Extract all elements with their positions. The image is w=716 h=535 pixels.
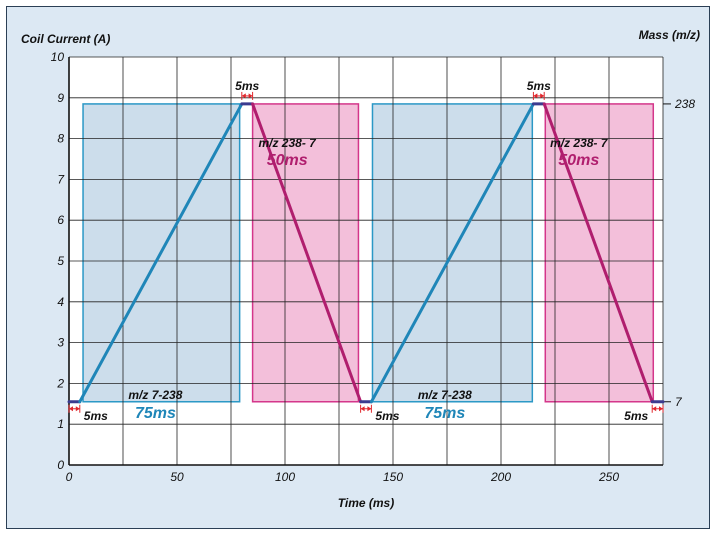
y-tick-label-5: 5: [57, 254, 64, 268]
waveform-segment-7: [542, 102, 654, 404]
y-tick-label-2: 2: [56, 376, 64, 390]
x-tick-label-0: 0: [66, 470, 73, 484]
annotation-up-label-5: m/z 7-238: [128, 388, 182, 402]
annotation-down-time-8: 50ms: [267, 152, 308, 169]
dwell-label-1: 5ms: [235, 79, 259, 93]
annotation-up-label-9: m/z 7-238: [418, 388, 472, 402]
y-tick-label-4: 4: [57, 295, 64, 309]
annotation-down-label-11: m/z 238- 7: [550, 136, 609, 150]
y-tick-label-7: 7: [57, 172, 65, 186]
dwell-label-4: 5ms: [624, 409, 648, 423]
y2-axis-label: Mass (m/z): [639, 28, 700, 42]
annotation-down-label-7: m/z 238- 7: [258, 136, 317, 150]
x-tick-label-5: 250: [598, 470, 619, 484]
y-tick-label-0: 0: [57, 458, 64, 472]
y-tick-label-8: 8: [57, 132, 64, 146]
dwell-arrowheads-3: [533, 93, 545, 99]
waveform-segment-5: [369, 102, 535, 404]
dwell-arrowheads-4: [652, 406, 663, 412]
chart-frame: 0 1 2 3 4 5 6 7 8 9 10 0 50 100 150 200 250 238 7 Coil Curr…: [6, 6, 710, 529]
x-tick-label-1: 50: [170, 470, 184, 484]
annotation-down-time-12: 50ms: [558, 152, 599, 169]
annotation-up-time-6: 75ms: [135, 405, 176, 422]
y-tick-label-10: 10: [51, 50, 65, 64]
dwell-label-3: 5ms: [527, 79, 551, 93]
y2-tick-label-0: 238: [674, 97, 695, 111]
x-tick-label-3: 150: [383, 470, 403, 484]
y2-tick-label-1: 7: [675, 395, 683, 409]
x-tick-label-2: 100: [275, 470, 295, 484]
dwell-label-0: 5ms: [84, 409, 108, 423]
y-tick-label-9: 9: [57, 91, 64, 105]
x-tick-label-4: 200: [490, 470, 511, 484]
dwell-arrowheads-2: [360, 406, 372, 412]
y-tick-label-1: 1: [57, 417, 64, 431]
annotation-up-time-10: 75ms: [424, 405, 465, 422]
y-tick-label-3: 3: [57, 336, 64, 350]
y-axis-label: Coil Current (A): [21, 32, 110, 46]
dwell-arrowheads-0: [69, 406, 80, 412]
waveform-segment-3: [251, 102, 363, 404]
y-tick-label-6: 6: [57, 213, 64, 227]
x-axis-label: Time (ms): [338, 496, 394, 510]
dwell-label-2: 5ms: [375, 409, 399, 423]
waveform-segment-1: [78, 102, 244, 404]
dwell-arrowheads-1: [241, 93, 253, 99]
